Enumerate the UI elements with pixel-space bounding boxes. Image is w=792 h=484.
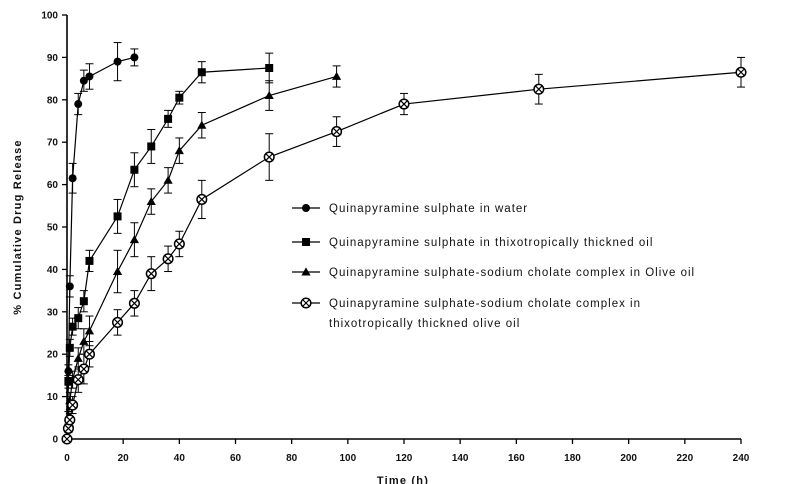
x-tick-label: 60 bbox=[230, 453, 242, 464]
data-point-square bbox=[130, 165, 139, 174]
y-axis-title: % Cumulative Drug Release bbox=[12, 139, 24, 315]
data-point-circle bbox=[302, 204, 310, 212]
data-point-triangle bbox=[301, 267, 311, 276]
data-point-circle bbox=[85, 72, 94, 81]
data-point-square bbox=[68, 322, 77, 331]
data-point-square bbox=[74, 314, 83, 323]
data-point-circle-cross bbox=[331, 126, 343, 138]
x-tick-label: 200 bbox=[620, 453, 637, 464]
legend-item: Quinapyramine sulphate-sodium cholate co… bbox=[292, 267, 695, 279]
data-point-circle-cross bbox=[67, 399, 79, 411]
x-tick-label: 0 bbox=[64, 453, 70, 464]
x-tick-label: 120 bbox=[396, 453, 413, 464]
series-3 bbox=[62, 65, 342, 443]
legend-label: Quinapyramine sulphate-sodium cholate co… bbox=[329, 267, 695, 279]
data-point-circle-cross bbox=[300, 297, 312, 309]
legend-item: Quinapyramine sulphate in water bbox=[292, 203, 528, 215]
y-tick-label: 10 bbox=[47, 392, 59, 403]
data-point-square bbox=[147, 142, 156, 151]
data-point-triangle bbox=[73, 353, 83, 362]
data-point-circle-cross bbox=[128, 297, 140, 309]
data-point-circle-cross bbox=[173, 238, 185, 250]
data-point-circle bbox=[65, 282, 74, 291]
data-point-square bbox=[302, 238, 310, 246]
y-tick-label: 40 bbox=[47, 265, 59, 276]
data-point-square bbox=[197, 68, 206, 77]
data-point-triangle bbox=[79, 336, 89, 345]
x-tick-label: 80 bbox=[286, 453, 298, 464]
legend: Quinapyramine sulphate in water Quinapyra… bbox=[292, 203, 695, 330]
y-tick-label: 50 bbox=[47, 223, 59, 234]
data-point-circle-cross bbox=[72, 374, 84, 386]
data-point-triangle bbox=[174, 146, 184, 155]
legend-label: thixotropically thickned olive oil bbox=[329, 318, 520, 330]
data-point-circle-cross bbox=[145, 268, 157, 280]
legend-label: Quinapyramine sulphate in water bbox=[329, 203, 528, 215]
legend-label: Quinapyramine sulphate in thixotropicall… bbox=[329, 237, 653, 249]
y-tick-label: 90 bbox=[47, 53, 59, 64]
series-1 bbox=[63, 42, 139, 443]
data-point-circle-cross bbox=[263, 151, 275, 163]
data-point-square bbox=[265, 64, 274, 72]
data-point-circle-cross bbox=[196, 193, 208, 205]
data-point-circle-cross bbox=[61, 433, 73, 445]
x-tick-label: 160 bbox=[508, 453, 525, 464]
data-point-square bbox=[175, 93, 184, 102]
y-tick-label: 100 bbox=[41, 11, 58, 22]
y-tick-label: 60 bbox=[47, 180, 59, 191]
data-point-triangle bbox=[264, 90, 274, 100]
data-point-square bbox=[79, 297, 88, 306]
data-point-square bbox=[113, 212, 122, 221]
data-point-triangle bbox=[84, 326, 95, 335]
data-point-circle bbox=[113, 57, 122, 66]
data-point-circle bbox=[79, 76, 88, 85]
data-point-square bbox=[164, 114, 173, 123]
x-axis-ticks: 0 20 40 60 80 100 120 140 160 180 200 220 240 bbox=[64, 439, 750, 464]
data-point-circle-cross bbox=[78, 363, 90, 375]
x-tick-label: 240 bbox=[733, 453, 750, 464]
data-point-square bbox=[64, 377, 73, 386]
series-layer bbox=[61, 42, 747, 445]
data-point-square bbox=[65, 343, 74, 352]
data-point-circle bbox=[74, 100, 83, 109]
data-point-circle-cross bbox=[398, 98, 410, 110]
data-point-circle bbox=[130, 53, 139, 62]
y-tick-label: 80 bbox=[47, 95, 59, 106]
x-tick-label: 100 bbox=[339, 453, 356, 464]
data-point-triangle bbox=[146, 196, 156, 206]
x-tick-label: 180 bbox=[564, 453, 581, 464]
y-tick-label: 30 bbox=[47, 307, 59, 318]
data-point-circle-cross bbox=[83, 348, 96, 360]
y-tick-label: 0 bbox=[52, 435, 58, 446]
y-tick-label: 20 bbox=[47, 350, 59, 361]
data-point-circle-cross bbox=[64, 414, 76, 426]
data-point-circle bbox=[68, 174, 77, 183]
data-point-triangle bbox=[332, 71, 342, 80]
x-axis-title: Time (h) bbox=[377, 475, 429, 484]
data-point-circle-cross bbox=[735, 66, 747, 78]
chart-axes bbox=[66, 15, 741, 440]
data-point-triangle bbox=[197, 120, 207, 129]
x-tick-label: 140 bbox=[452, 453, 469, 464]
data-point-square bbox=[85, 256, 94, 265]
x-tick-label: 40 bbox=[174, 453, 186, 464]
x-tick-label: 220 bbox=[676, 453, 693, 464]
data-point-triangle bbox=[112, 266, 123, 275]
x-tick-label: 20 bbox=[118, 453, 130, 464]
series-2 bbox=[63, 52, 274, 443]
legend-item: Quinapyramine sulphate in thixotropicall… bbox=[292, 237, 653, 249]
data-point-triangle bbox=[163, 175, 173, 184]
data-point-triangle bbox=[129, 235, 139, 244]
legend-item: Quinapyramine sulphate-sodium cholate co… bbox=[292, 297, 641, 330]
y-axis-ticks: 0 10 20 30 40 50 60 70 80 90 100 bbox=[41, 11, 67, 446]
data-point-circle-cross bbox=[533, 83, 545, 95]
legend-label: Quinapyramine sulphate-sodium cholate co… bbox=[329, 298, 641, 310]
series-4 bbox=[61, 56, 747, 445]
y-tick-label: 70 bbox=[47, 138, 59, 149]
data-point-circle-cross bbox=[112, 316, 124, 328]
data-point-circle-cross bbox=[162, 253, 174, 265]
